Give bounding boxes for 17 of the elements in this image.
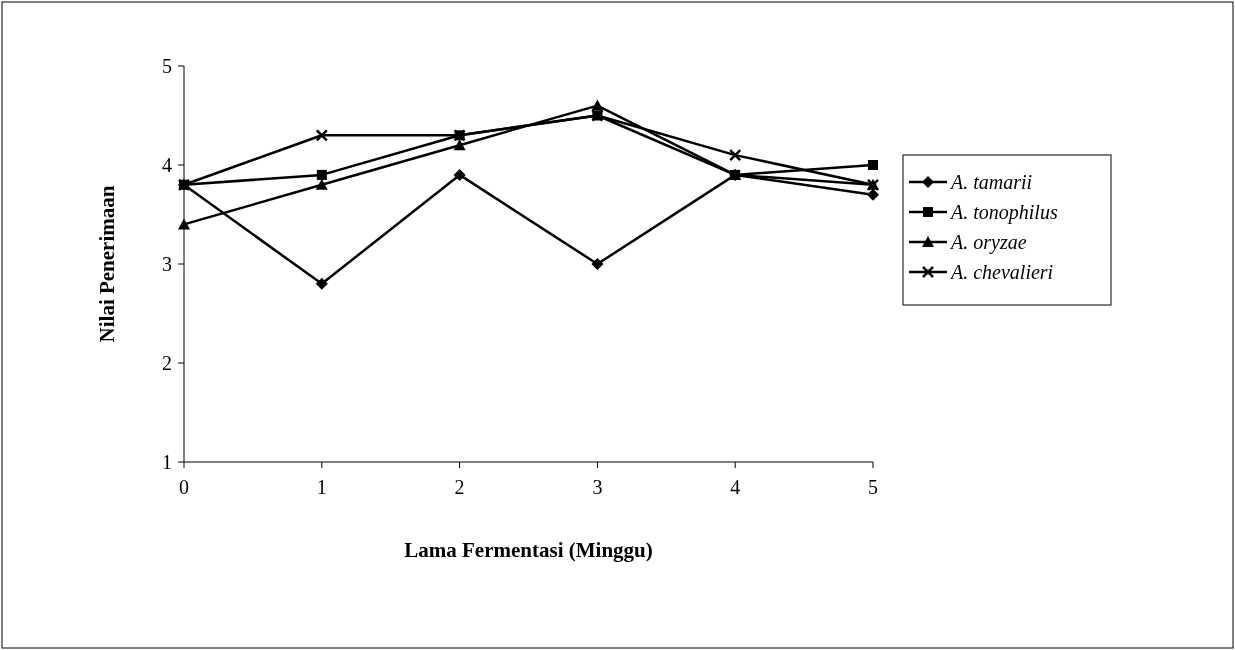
x-tick-label: 1 bbox=[316, 476, 327, 498]
y-tick-label: 3 bbox=[162, 253, 172, 275]
y-axis-title: Nilai Penerimaan bbox=[95, 185, 119, 343]
legend-label: A. oryzae bbox=[949, 231, 1027, 254]
legend-label: A. tamarii bbox=[949, 171, 1033, 193]
x-tick-label: 4 bbox=[730, 476, 741, 498]
y-tick-label: 2 bbox=[162, 352, 172, 374]
y-tick-label: 1 bbox=[162, 451, 172, 473]
y-tick-label: 5 bbox=[162, 55, 172, 77]
x-tick-label: 2 bbox=[454, 476, 465, 498]
x-tick-label: 3 bbox=[592, 476, 603, 498]
y-tick-label: 4 bbox=[162, 154, 172, 176]
x-tick-label: 0 bbox=[179, 476, 189, 498]
x-tick-label: 5 bbox=[868, 476, 878, 498]
legend-label: A. tonophilus bbox=[949, 201, 1058, 224]
x-axis-title: Lama Fermentasi (Minggu) bbox=[404, 538, 653, 562]
legend-label: A. chevalieri bbox=[949, 261, 1054, 283]
